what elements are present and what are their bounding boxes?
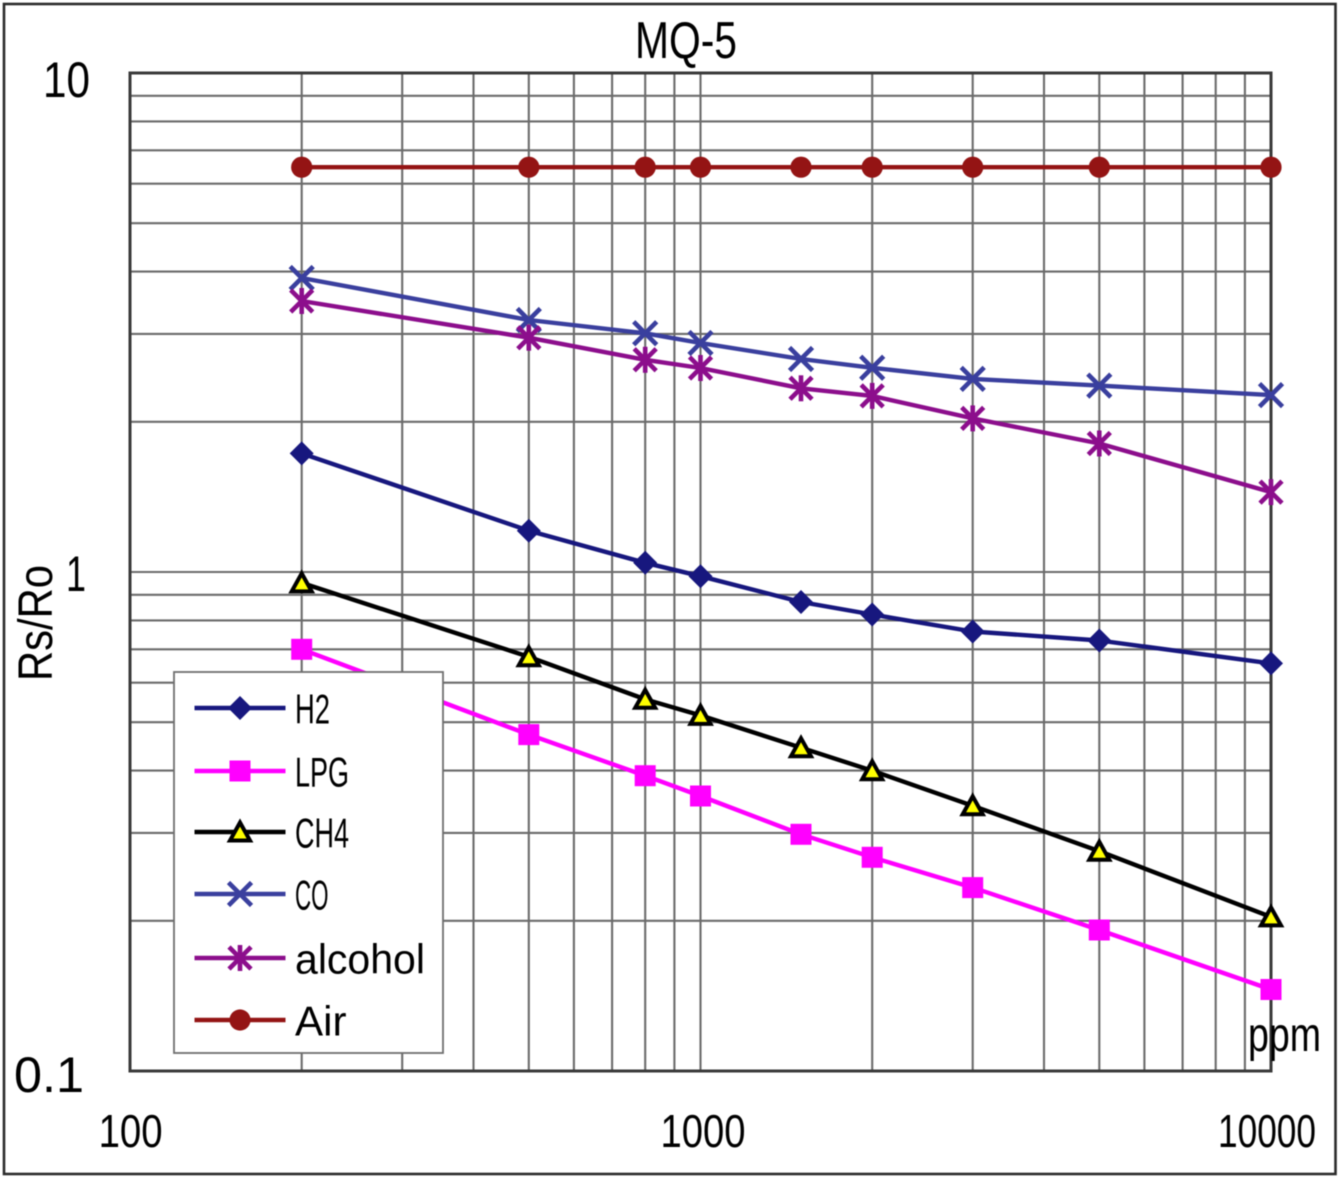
svg-text:10: 10: [43, 52, 90, 108]
svg-text:CO: CO: [295, 871, 329, 918]
svg-text:LPG: LPG: [295, 748, 349, 795]
svg-text:H2: H2: [295, 685, 330, 732]
svg-text:Air: Air: [295, 997, 347, 1044]
svg-text:1: 1: [66, 546, 86, 602]
svg-text:100: 100: [99, 1105, 163, 1157]
svg-text:0.1: 0.1: [14, 1047, 84, 1103]
svg-text:MQ-5: MQ-5: [635, 12, 737, 70]
svg-text:ppm: ppm: [1248, 1009, 1321, 1062]
svg-text:alcohol: alcohol: [295, 935, 425, 982]
svg-text:10000: 10000: [1218, 1105, 1316, 1157]
svg-text:CH4: CH4: [295, 809, 349, 856]
svg-text:1000: 1000: [661, 1105, 746, 1157]
svg-text:Rs/Ro: Rs/Ro: [10, 565, 63, 681]
